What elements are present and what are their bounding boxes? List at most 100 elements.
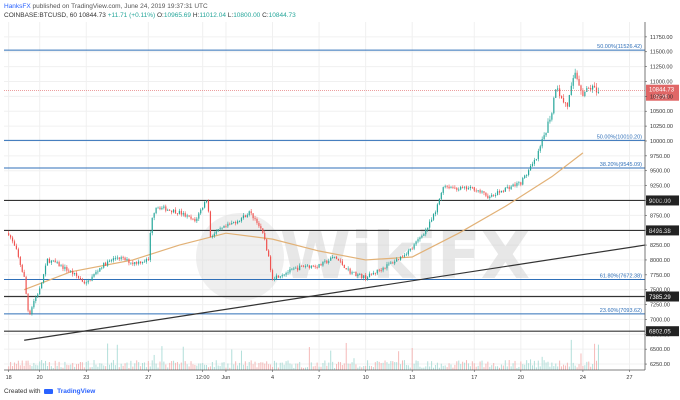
volume-bar xyxy=(384,360,386,370)
volume-bar xyxy=(17,360,19,370)
volume-bar xyxy=(320,366,322,370)
candle-body xyxy=(394,261,396,264)
volume-bar xyxy=(339,362,341,370)
volume-bar xyxy=(345,342,347,370)
volume-bar xyxy=(578,364,580,370)
candle-body xyxy=(440,192,442,199)
volume-bar xyxy=(45,360,47,370)
volume-bar xyxy=(557,366,559,370)
volume-bar xyxy=(219,366,221,370)
candle-body xyxy=(396,259,398,262)
volume-bar xyxy=(270,364,272,370)
volume-bar xyxy=(297,363,299,370)
candle-body xyxy=(347,268,349,270)
candle-body xyxy=(555,89,557,98)
x-tick-label: 10 xyxy=(363,375,369,381)
volume-bar xyxy=(491,365,493,370)
volume-bar xyxy=(239,362,241,370)
candle-body xyxy=(281,275,283,277)
volume-bar xyxy=(105,366,107,370)
volume-bar xyxy=(35,364,37,370)
volume-bar xyxy=(372,367,374,370)
candle-body xyxy=(306,265,309,267)
volume-bar xyxy=(52,367,54,370)
volume-bar xyxy=(537,360,539,370)
y-tick-label: 7000.00 xyxy=(650,317,670,323)
volume-bar xyxy=(140,366,142,370)
volume-bar xyxy=(237,365,239,370)
level-label: 61.80%(7672.38) xyxy=(600,273,642,279)
candle-body xyxy=(122,257,124,259)
candle-body xyxy=(345,268,347,270)
candle-body xyxy=(176,213,179,215)
volume-bar xyxy=(369,365,371,370)
volume-bar xyxy=(13,362,15,370)
author-link[interactable]: HanksFX xyxy=(4,3,31,10)
volume-bar xyxy=(8,366,10,370)
volume-bar xyxy=(576,367,578,370)
candle-body xyxy=(29,310,31,315)
candle-body xyxy=(120,257,122,259)
volume-bar xyxy=(54,360,56,370)
candle-body xyxy=(200,209,202,214)
volume-bar xyxy=(535,367,537,370)
volume-bar xyxy=(194,364,196,370)
candle-body xyxy=(254,218,256,219)
candle-body xyxy=(52,260,54,262)
candle-body xyxy=(27,293,29,311)
candle-body xyxy=(541,138,543,147)
candle-body xyxy=(335,256,338,259)
candle-body xyxy=(157,207,159,209)
candle-body xyxy=(60,265,62,267)
volume-bar xyxy=(592,364,594,370)
candle-body xyxy=(322,261,324,266)
candle-body xyxy=(506,186,508,188)
candle-body xyxy=(316,267,318,268)
volume-bar xyxy=(415,360,417,370)
candle-body xyxy=(163,206,165,208)
volume-bar xyxy=(361,367,363,370)
volume-bar xyxy=(41,360,43,370)
volume-bar xyxy=(489,366,491,370)
volume-bar xyxy=(514,360,516,370)
ohlc-c-label: C: xyxy=(262,12,269,19)
level-tag-bg xyxy=(646,326,679,337)
candle-body xyxy=(87,280,89,283)
volume-bar xyxy=(29,365,31,370)
tradingview-brand-link[interactable]: TradingView xyxy=(57,388,96,395)
volume-bar xyxy=(93,360,95,370)
volume-bar xyxy=(124,363,126,370)
volume-bar xyxy=(303,367,305,370)
volume-bar xyxy=(351,362,353,370)
candle-body xyxy=(529,165,532,171)
candle-body xyxy=(11,237,14,242)
candle-body xyxy=(161,207,163,210)
x-tick-label: 20 xyxy=(37,375,43,381)
moving-average xyxy=(23,152,584,291)
volume-bar xyxy=(427,361,429,370)
volume-bar xyxy=(304,367,306,370)
candle-body xyxy=(15,245,18,250)
candle-body xyxy=(355,271,357,277)
volume-bar xyxy=(312,366,314,370)
candle-body xyxy=(35,297,37,302)
volume-bar xyxy=(72,362,74,370)
volume-bar xyxy=(390,360,392,370)
volume-bar xyxy=(116,344,118,370)
candle-body xyxy=(491,194,493,197)
candle-body xyxy=(539,146,541,151)
volume-bar xyxy=(291,364,293,370)
volume-bar xyxy=(433,367,435,370)
volume-bar xyxy=(409,367,411,370)
volume-bar xyxy=(240,350,242,370)
candle-body xyxy=(485,192,487,196)
candle-body xyxy=(295,267,297,269)
volume-bar xyxy=(500,364,502,370)
candle-body xyxy=(553,97,555,114)
trendline-line xyxy=(24,244,646,341)
candle-body xyxy=(467,188,470,190)
candle-body xyxy=(252,213,254,219)
volume-bar xyxy=(376,361,378,370)
candle-body xyxy=(244,215,246,218)
